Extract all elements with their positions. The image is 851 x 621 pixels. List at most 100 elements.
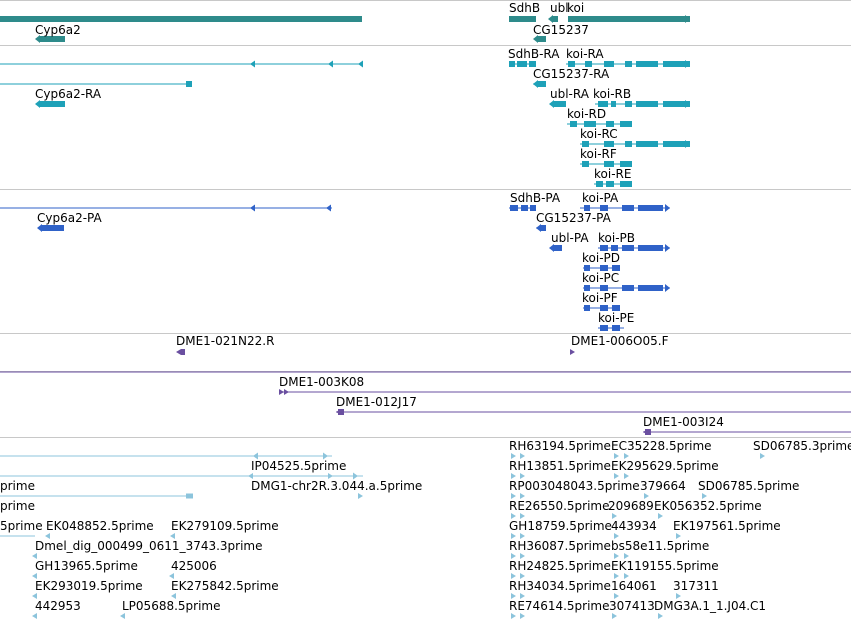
est-feature[interactable]: EK295629.5prime [611, 459, 719, 479]
est-feature[interactable]: 209689 [608, 499, 654, 519]
protein-feature[interactable]: CG15237-PA [536, 211, 612, 232]
protein-feature[interactable]: koi-PF [582, 291, 620, 311]
est-feature[interactable]: 442953 [32, 599, 81, 619]
est-feature-label: 443934 [611, 519, 657, 533]
est-feature-label: 5prime [0, 519, 43, 533]
est-feature[interactable]: RE26550.5prime [509, 499, 610, 519]
est-feature[interactable] [0, 452, 332, 460]
est-feature[interactable]: DMG1-chr2R.3.044.a.5prime [251, 479, 422, 499]
est-feature-label: RH34034.5prime [509, 579, 611, 593]
transcript-feature[interactable]: koi-RE [594, 167, 632, 187]
protein-feature-label: koi-PB [598, 231, 635, 245]
est-feature[interactable]: LP05688.5prime [120, 599, 221, 619]
transcript-feature-label: koi-RB [593, 87, 631, 101]
est-feature[interactable]: 5prime [0, 519, 43, 533]
clone-feature[interactable]: DME1-003I24 [643, 415, 851, 435]
protein-feature-label: CG15237-PA [536, 211, 612, 225]
est-feature[interactable]: 317311 [673, 579, 719, 599]
gene-feature[interactable]: Cyp6a2 [35, 23, 81, 43]
transcript-feature[interactable]: koi-RF [580, 147, 632, 167]
est-feature-label: 209689 [608, 499, 654, 513]
est-feature-label: GH18759.5prime [509, 519, 612, 533]
est-feature[interactable]: RP003048043.5prime [509, 479, 640, 499]
protein-feature-label: koi-PA [582, 191, 619, 205]
est-feature[interactable]: RH24825.5prime [509, 559, 611, 579]
protein-feature[interactable]: koi-PE [598, 311, 634, 331]
est-feature[interactable]: 443934 [611, 519, 657, 539]
transcript-feature-label: koi-RF [580, 147, 617, 161]
est-feature-label: EK119155.5prime [611, 559, 719, 573]
est-feature[interactable]: GH18759.5prime [509, 519, 612, 539]
est-feature[interactable]: EK275842.5prime [171, 579, 279, 599]
est-feature-label: RE74614.5prime [509, 599, 610, 613]
transcript-feature[interactable]: koi-RC [580, 127, 690, 148]
protein-feature[interactable]: Cyp6a2-PA [37, 211, 103, 232]
est-feature[interactable]: 307413 [609, 599, 655, 619]
est-feature-label: SD06785.3prime [753, 439, 851, 453]
est-feature[interactable]: RH36087.5prime [509, 539, 611, 559]
est-feature-label: 379664 [640, 479, 686, 493]
est-feature[interactable]: bs58e11.5prime [611, 539, 709, 559]
transcript-feature[interactable]: SdhB-RA [508, 47, 560, 67]
transcript-feature-label: SdhB-RA [508, 47, 560, 61]
est-feature-label: RP003048043.5prime [509, 479, 640, 493]
transcript-feature-label: koi-RA [566, 47, 604, 61]
gene-feature[interactable]: ubl [548, 1, 569, 23]
est-feature[interactable]: prime [0, 479, 35, 493]
est-feature-label: EK279109.5prime [171, 519, 279, 533]
est-feature[interactable]: 425006 [169, 559, 217, 579]
transcript-feature[interactable]: CG15237-RA [533, 67, 610, 88]
transcript-feature[interactable] [0, 81, 192, 87]
protein-feature[interactable]: koi-PA [580, 191, 670, 212]
clone-feature[interactable]: DME1-012J17 [336, 395, 851, 415]
protein-feature[interactable]: ubl-PA [549, 231, 589, 252]
est-feature[interactable] [0, 472, 363, 480]
est-feature-label: Dmel_dig_000499_0611_3743.3prime [35, 539, 263, 553]
est-feature-label: SD06785.5prime [698, 479, 799, 493]
est-feature[interactable]: Dmel_dig_000499_0611_3743.3prime [32, 539, 263, 559]
est-feature[interactable]: SD06785.3prime [753, 439, 851, 459]
clone-feature[interactable]: DME1-003K08 [279, 375, 851, 395]
est-feature[interactable]: SD06785.5prime [698, 479, 799, 499]
protein-feature[interactable]: SdhB-PA [509, 191, 561, 211]
est-feature-label: RH63194.5prime [509, 439, 611, 453]
est-feature[interactable]: GH13965.5prime [32, 559, 138, 579]
transcript-feature[interactable]: Cyp6a2-RA [35, 87, 102, 108]
est-feature-label: 317311 [673, 579, 719, 593]
protein-feature[interactable]: koi-PB [598, 231, 670, 252]
transcript-feature[interactable]: koi-RA [566, 47, 690, 68]
transcript-feature[interactable]: ubl-RA [549, 87, 590, 108]
est-feature[interactable]: EK197561.5prime [673, 519, 781, 539]
transcript-feature[interactable] [0, 60, 363, 68]
transcript-feature[interactable]: koi-RB [593, 87, 690, 108]
protein-feature[interactable] [0, 204, 332, 212]
clone-end-feature[interactable]: DME1-006O05.F [570, 334, 669, 355]
est-feature[interactable]: DMG3A.1_1.J04.C1 [654, 599, 766, 619]
gene-feature[interactable]: CG15237 [533, 23, 589, 43]
est-feature[interactable]: RH13851.5prime [509, 459, 611, 479]
est-feature[interactable]: RH34034.5prime [509, 579, 611, 599]
gene-feature[interactable]: koi [567, 1, 690, 23]
clone-end-feature[interactable]: DME1-021N22.R [176, 334, 274, 355]
est-feature-label: EK293019.5prime [35, 579, 143, 593]
est-feature[interactable]: EC35228.5prime [611, 439, 712, 459]
est-feature[interactable]: RE74614.5prime [509, 599, 610, 619]
gene-feature[interactable]: SdhB [509, 1, 540, 22]
est-feature[interactable]: EK048852.5prime [45, 519, 154, 539]
est-feature[interactable]: EK056352.5prime [654, 499, 762, 519]
est-feature[interactable]: 379664 [640, 479, 686, 499]
gene-feature[interactable] [0, 16, 362, 22]
transcript-feature-label: Cyp6a2-RA [35, 87, 102, 101]
est-feature[interactable]: EK293019.5prime [32, 579, 143, 599]
protein-feature[interactable]: koi-PD [582, 251, 620, 271]
est-feature-label: RH36087.5prime [509, 539, 611, 553]
est-feature[interactable]: IP04525.5prime [248, 459, 346, 479]
est-feature[interactable] [0, 493, 193, 499]
est-feature[interactable]: RH63194.5prime [509, 439, 611, 459]
est-feature[interactable]: 164061 [611, 579, 657, 599]
est-feature[interactable]: EK119155.5prime [611, 559, 719, 579]
transcript-feature[interactable]: koi-RD [567, 107, 632, 127]
protein-feature[interactable]: koi-PC [582, 271, 670, 292]
est-feature[interactable]: prime [0, 499, 35, 513]
est-feature[interactable]: EK279109.5prime [170, 519, 279, 539]
